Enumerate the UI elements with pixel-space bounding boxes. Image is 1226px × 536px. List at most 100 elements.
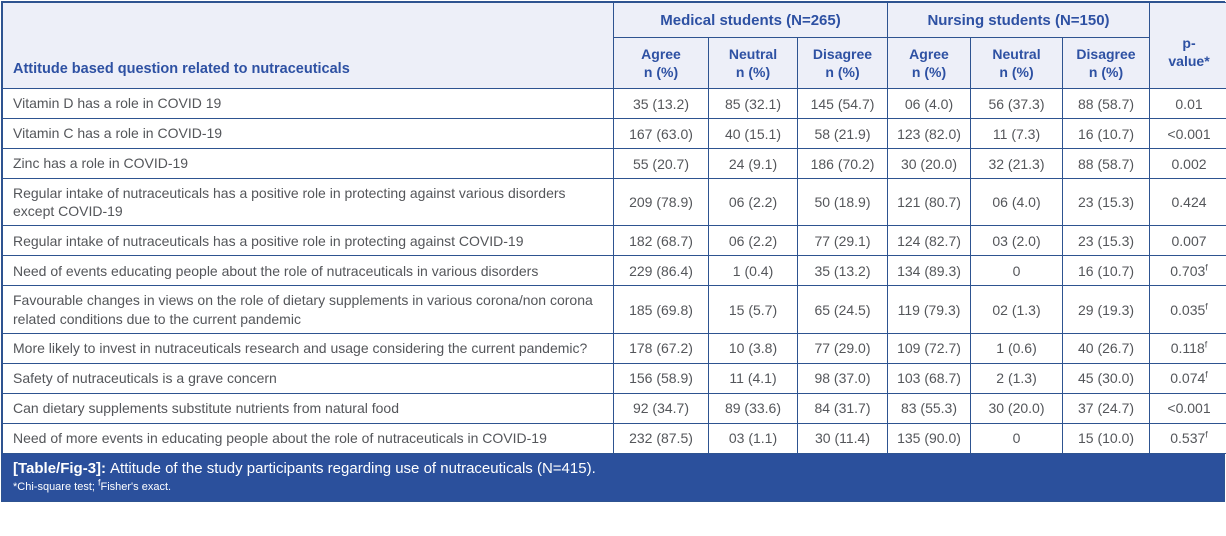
value-cell: 121 (80.7) xyxy=(887,177,971,227)
p-value-cell: 0.074f xyxy=(1149,362,1226,394)
value-cell: 29 (19.3) xyxy=(1061,285,1151,334)
value-cell: 89 (33.6) xyxy=(708,392,798,424)
value-cell: 77 (29.0) xyxy=(797,332,888,364)
value-cell: 23 (15.3) xyxy=(1061,177,1151,227)
value-cell: 83 (55.3) xyxy=(887,392,971,424)
p-header-line1: p- xyxy=(1182,34,1196,51)
value-cell: 134 (89.3) xyxy=(887,255,971,287)
footnote-pre: *Chi-square test; xyxy=(13,480,98,493)
question-column-header: Attitude based question related to nutra… xyxy=(2,2,614,89)
value-cell: 10 (3.8) xyxy=(708,332,798,364)
table-row: Can dietary supplements substitute nutri… xyxy=(2,392,1226,424)
table-row: Need of more events in educating people … xyxy=(2,422,1226,454)
header-row-subcolumns: Agree n (%) Neutral n (%) Disagree n (%)… xyxy=(3,37,1226,89)
subheader-nursing-agree: Agree n (%) xyxy=(887,37,971,89)
value-cell: 55 (20.7) xyxy=(613,148,709,179)
value-cell: 88 (58.7) xyxy=(1061,88,1151,119)
value-cell: 2 (1.3) xyxy=(970,362,1063,394)
table-row: Regular intake of nutraceuticals has a p… xyxy=(2,177,1226,227)
question-cell: Regular intake of nutraceuticals has a p… xyxy=(2,225,614,257)
p-value-cell: 0.537f xyxy=(1149,422,1226,454)
p-value-cell: 0.002 xyxy=(1149,148,1226,179)
header-row-groups: Attitude based question related to nutra… xyxy=(2,2,1226,89)
value-cell: 30 (11.4) xyxy=(797,422,888,454)
value-cell: 145 (54.7) xyxy=(797,88,888,119)
table-row: Zinc has a role in COVID-19 55 (20.7) 24 (… xyxy=(2,148,1226,179)
value-cell: 24 (9.1) xyxy=(708,148,798,179)
value-cell: 03 (1.1) xyxy=(708,422,798,454)
value-cell: 03 (2.0) xyxy=(970,225,1063,257)
value-cell: 06 (2.2) xyxy=(708,225,798,257)
value-cell: 167 (63.0) xyxy=(613,118,709,149)
value-cell: 40 (26.7) xyxy=(1061,332,1151,364)
value-cell: 06 (4.0) xyxy=(970,177,1063,227)
value-cell: 0 xyxy=(970,422,1063,454)
value-cell: 123 (82.0) xyxy=(887,118,971,149)
caption-title: [Table/Fig-3]: Attitude of the study part… xyxy=(13,460,1213,478)
value-cell: 37 (24.7) xyxy=(1061,392,1151,424)
value-cell: 30 (20.0) xyxy=(970,392,1063,424)
value-cell: 45 (30.0) xyxy=(1061,362,1151,394)
caption-text: Attitude of the study participants regar… xyxy=(110,459,596,477)
table-row: Vitamin C has a role in COVID-19 167 (63.… xyxy=(2,118,1226,149)
footnote-post: Fisher's exact. xyxy=(100,480,172,493)
p-header-line2: value* xyxy=(1168,53,1210,69)
value-cell: 0 xyxy=(970,255,1063,287)
value-cell: 35 (13.2) xyxy=(797,255,888,287)
p-value-superscript: f xyxy=(1204,339,1208,350)
value-cell: 50 (18.9) xyxy=(797,177,888,227)
table-row: Safety of nutraceuticals is a grave conc… xyxy=(2,362,1226,394)
p-value-column-header: p- value* xyxy=(1149,2,1226,89)
value-cell: 182 (68.7) xyxy=(613,225,709,257)
value-cell: 16 (10.7) xyxy=(1061,118,1151,149)
value-cell: 1 (0.6) xyxy=(970,332,1063,364)
p-value-cell: 0.01 xyxy=(1149,88,1226,119)
value-cell: 11 (7.3) xyxy=(970,118,1063,149)
p-value-superscript: f xyxy=(1205,262,1208,273)
question-cell: More likely to invest in nutraceuticals … xyxy=(2,332,614,364)
value-cell: 88 (58.7) xyxy=(1061,148,1151,179)
question-cell: Regular intake of nutraceuticals has a p… xyxy=(2,177,614,227)
p-value-cell: 0.703f xyxy=(1149,255,1226,287)
subheader-medical-disagree: Disagree n (%) xyxy=(797,37,888,89)
p-value-superscript: f xyxy=(1205,429,1208,440)
value-cell: 11 (4.1) xyxy=(708,362,798,394)
value-cell: 124 (82.7) xyxy=(887,225,971,257)
question-cell: Zinc has a role in COVID-19 xyxy=(2,148,614,179)
value-cell: 229 (86.4) xyxy=(613,255,709,287)
caption-bar: [Table/Fig-3]: Attitude of the study part… xyxy=(2,453,1224,501)
group-header-medical: Medical students (N=265) xyxy=(613,2,888,38)
subheader-medical-neutral: Neutral n (%) xyxy=(708,37,798,89)
value-cell: 232 (87.5) xyxy=(613,422,709,454)
subheader-nursing-neutral: Neutral n (%) xyxy=(970,37,1063,89)
value-cell: 15 (10.0) xyxy=(1061,422,1151,454)
value-cell: 16 (10.7) xyxy=(1061,255,1151,287)
value-cell: 186 (70.2) xyxy=(797,148,888,179)
question-cell: Vitamin C has a role in COVID-19 xyxy=(2,118,614,149)
p-value-cell: 0.007 xyxy=(1149,225,1226,257)
p-value-cell: 0.424 xyxy=(1149,177,1226,227)
value-cell: 209 (78.9) xyxy=(613,177,709,227)
question-cell: Need of more events in educating people … xyxy=(2,422,614,454)
value-cell: 06 (2.2) xyxy=(708,177,798,227)
value-cell: 35 (13.2) xyxy=(613,88,709,119)
group-header-nursing: Nursing students (N=150) xyxy=(886,2,1151,38)
table-row: More likely to invest in nutraceuticals … xyxy=(2,332,1226,364)
value-cell: 15 (5.7) xyxy=(708,285,798,334)
table-row: Favourable changes in views on the role … xyxy=(2,285,1226,334)
caption-footnote: *Chi-square test; fFisher's exact. xyxy=(13,478,1213,494)
value-cell: 103 (68.7) xyxy=(887,362,971,394)
table-figure: Attitude based question related to nutra… xyxy=(1,1,1226,502)
value-cell: 185 (69.8) xyxy=(613,285,709,334)
value-cell: 58 (21.9) xyxy=(797,118,888,149)
p-value-cell: 0.118f xyxy=(1149,332,1226,364)
footnote-superscript: f xyxy=(97,477,101,488)
p-value-cell: <0.001 xyxy=(1149,392,1226,424)
value-cell: 135 (90.0) xyxy=(887,422,971,454)
value-cell: 32 (21.3) xyxy=(970,148,1063,179)
p-value-cell: 0.035f xyxy=(1149,285,1226,334)
table-row: Vitamin D has a role in COVID 19 35 (13.2… xyxy=(2,88,1226,119)
question-cell: Need of events educating people about th… xyxy=(2,255,614,287)
value-cell: 156 (58.9) xyxy=(613,362,709,394)
table-body: Vitamin D has a role in COVID 19 35 (13.2… xyxy=(2,88,1226,454)
